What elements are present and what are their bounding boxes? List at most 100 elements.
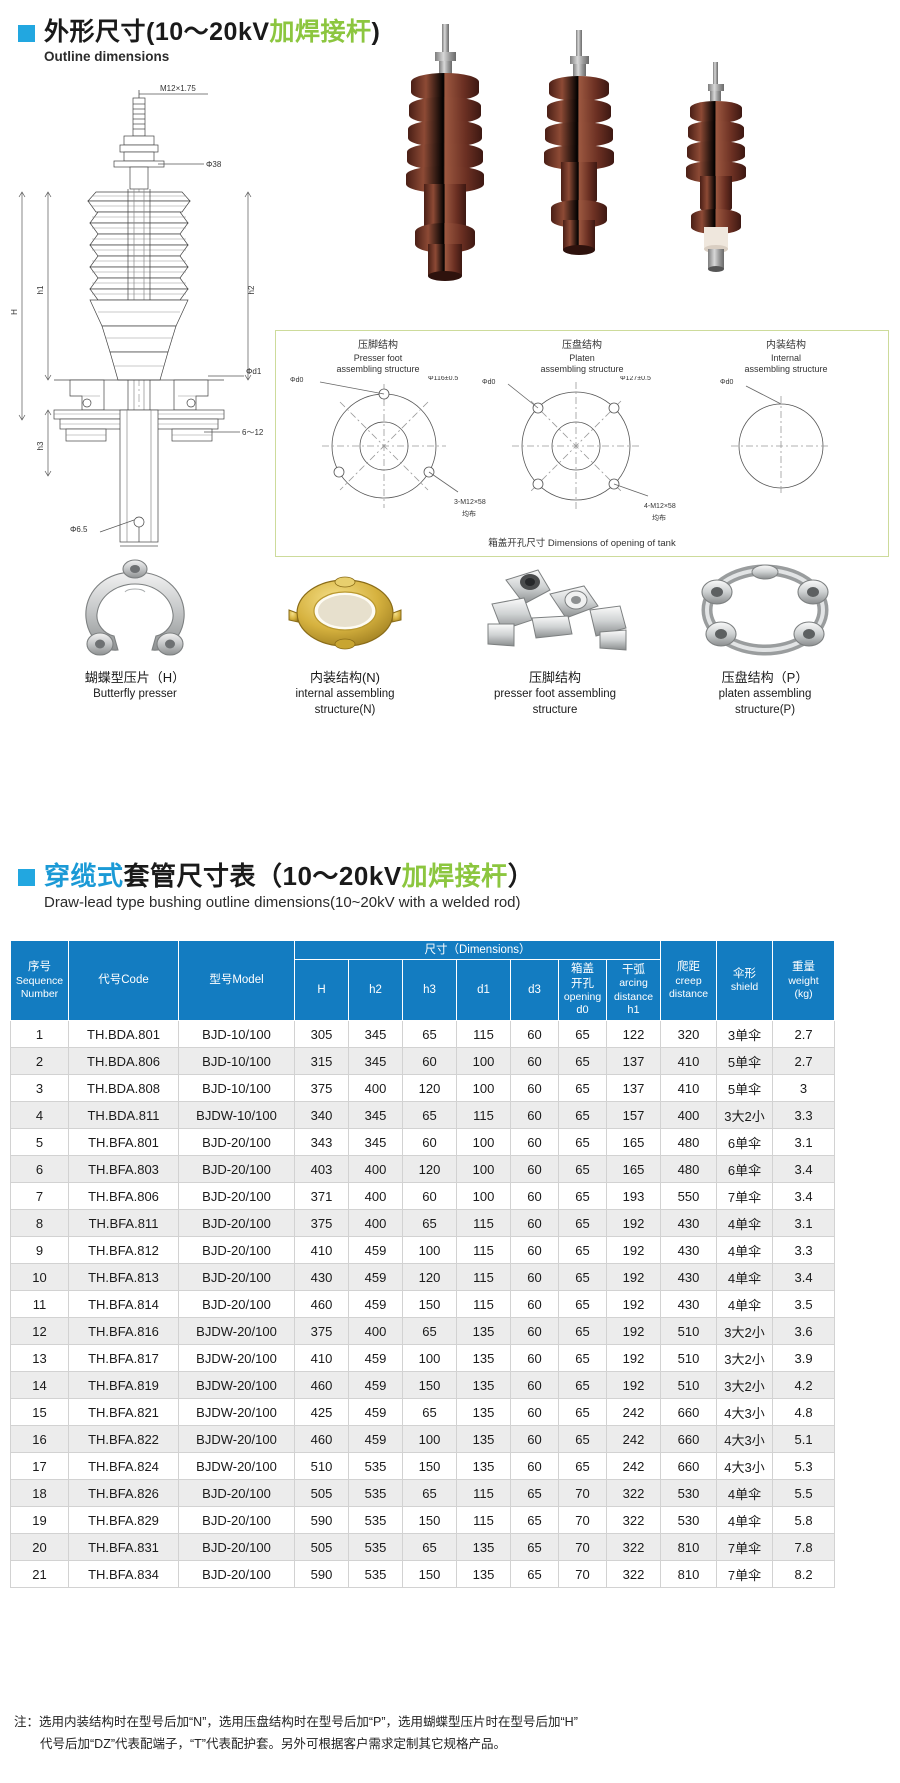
cell-d0: 65 [558,1155,607,1183]
cell-h3: 65 [402,1101,457,1129]
cell-creep: 320 [660,1020,718,1048]
bushing-photo-3 [686,62,746,272]
section-1-title-part2: ) [371,18,381,46]
cell-code: TH.BDA.801 [68,1020,179,1048]
assembling-title-en1-0: Presser foot [353,352,403,363]
cell-h2: 459 [348,1263,403,1291]
cell-seq: 14 [10,1371,69,1399]
bolt-circle-diagrams: Φd0 Φ116±0.5 3-M12×58 均布 Φd0 Φ127±0.5 4-… [290,375,831,522]
cell-h2: 400 [348,1182,403,1210]
th-H: H [294,959,349,1021]
table-row: 16 TH.BFA.822 BJDW-20/100 460 459 100 135 60 65 2… [10,1425,891,1453]
cell-weight: 3.1 [772,1209,836,1237]
hardware-label-en1-2: presser foot assembling [493,688,617,701]
cell-weight: 3.4 [772,1263,836,1291]
cell-h3: 150 [402,1371,457,1399]
cell-H: 305 [294,1020,349,1048]
th-h1-group: 干弧 arcing distance h1 [605,959,662,1021]
cell-h3: 150 [402,1290,457,1318]
cell-h3: 120 [402,1074,457,1102]
cell-shield: 4单伞 [716,1236,774,1264]
cell-creep: 810 [660,1533,718,1561]
cell-creep: 430 [660,1236,718,1264]
label-bolt-cn-2: 均布 [652,513,666,522]
table-row: 3 TH.BDA.808 BJD-10/100 375 400 120 100 60 65 137… [10,1074,891,1102]
cell-h2: 535 [348,1452,403,1480]
cell-seq: 21 [10,1560,69,1588]
cell-d3: 60 [510,1101,559,1129]
cell-d0: 65 [558,1128,607,1156]
cell-h3: 65 [402,1479,457,1507]
th-creep: 爬距 creep distance [660,940,718,1021]
cell-shield: 7单伞 [716,1533,774,1561]
cell-h1: 157 [605,1101,662,1129]
cell-model: BJD-10/100 [178,1047,295,1075]
cell-d3: 60 [510,1317,559,1345]
cell-d3: 60 [510,1344,559,1372]
cell-h3: 65 [402,1398,457,1426]
table-row: 14 TH.BFA.819 BJDW-20/100 460 459 150 135 60 65 1… [10,1371,891,1399]
cell-h1: 137 [605,1047,662,1075]
cell-creep: 430 [660,1290,718,1318]
cell-model: BJDW-20/100 [178,1371,295,1399]
cell-weight: 4.2 [772,1371,836,1399]
hardware-label-en1-3: platen assembling [718,688,812,701]
cell-H: 505 [294,1479,349,1507]
presser-foot-photo-icon [480,555,630,665]
assembling-title-en2-0: assembling structure [336,364,420,375]
table-row: 12 TH.BFA.816 BJDW-20/100 375 400 65 135 60 65 19… [10,1317,891,1345]
cell-seq: 7 [10,1182,69,1210]
label-d38: Φ38 [206,160,222,169]
hardware-label-en1-0: Butterfly presser [93,688,177,701]
cell-h1: 165 [605,1155,662,1183]
table-row: 8 TH.BFA.811 BJD-20/100 375 400 65 115 60 65 192 4… [10,1209,891,1237]
cell-d3: 60 [510,1371,559,1399]
cell-model: BJD-20/100 [178,1506,295,1534]
bushing-product-photos [390,22,890,322]
label-bolt-cn-1: 均布 [462,509,476,518]
cell-h3: 65 [402,1317,457,1345]
cell-H: 460 [294,1371,349,1399]
note-line-1: 注：选用内装结构时在型号后加“N”，选用压盘结构时在型号后加“P”，选用蝴蝶型压… [14,1715,578,1729]
label-bolt-1: 3-M12×58 [454,499,486,506]
cell-code: TH.BFA.829 [68,1506,179,1534]
cell-model: BJDW-20/100 [178,1317,295,1345]
hardware-accessories-row: 蝴蝶型压片（H） Butterfly presser 内装结构(N) inter… [30,555,870,740]
note-line-2: 代号后加“DZ”代表配端子，“T”代表配护套。另外可根据客户需求定制其它规格产品… [40,1736,506,1751]
cell-creep: 510 [660,1371,718,1399]
cell-code: TH.BFA.812 [68,1236,179,1264]
cell-code: TH.BFA.813 [68,1263,179,1291]
table-header-row-2: H h2 h3 d1 d3 箱盖 开孔 opening d0 干弧 arcing… [11,959,891,1021]
cell-d1: 115 [456,1290,511,1318]
cell-shield: 4单伞 [716,1290,774,1318]
cell-d1: 115 [456,1020,511,1048]
table-row: 4 TH.BDA.811 BJDW-10/100 340 345 65 115 60 65 157… [10,1101,891,1129]
cell-d1: 115 [456,1101,511,1129]
cell-d3: 60 [510,1074,559,1102]
cell-H: 505 [294,1533,349,1561]
cell-creep: 480 [660,1155,718,1183]
cell-h1: 242 [605,1398,662,1426]
section-2-title-blue: 穿缆式 [44,861,124,891]
cell-h1: 322 [605,1479,662,1507]
cell-h3: 150 [402,1560,457,1588]
cell-model: BJD-10/100 [178,1074,295,1102]
cell-weight: 5.3 [772,1452,836,1480]
cell-d3: 60 [510,1425,559,1453]
cell-d0: 65 [558,1344,607,1372]
th-h2: h2 [348,959,403,1021]
cell-d1: 115 [456,1479,511,1507]
cell-H: 425 [294,1398,349,1426]
cell-shield: 3单伞 [716,1020,774,1048]
cell-h2: 535 [348,1533,403,1561]
cell-d1: 115 [456,1209,511,1237]
table-row: 7 TH.BFA.806 BJD-20/100 371 400 60 100 60 65 193 5… [10,1182,891,1210]
cell-shield: 3大2小 [716,1371,774,1399]
hardware-label-en2-2: structure [532,703,578,716]
cell-seq: 17 [10,1452,69,1480]
cell-h2: 400 [348,1155,403,1183]
cell-weight: 3.5 [772,1290,836,1318]
cell-seq: 3 [10,1074,69,1102]
cell-H: 460 [294,1290,349,1318]
cell-H: 403 [294,1155,349,1183]
